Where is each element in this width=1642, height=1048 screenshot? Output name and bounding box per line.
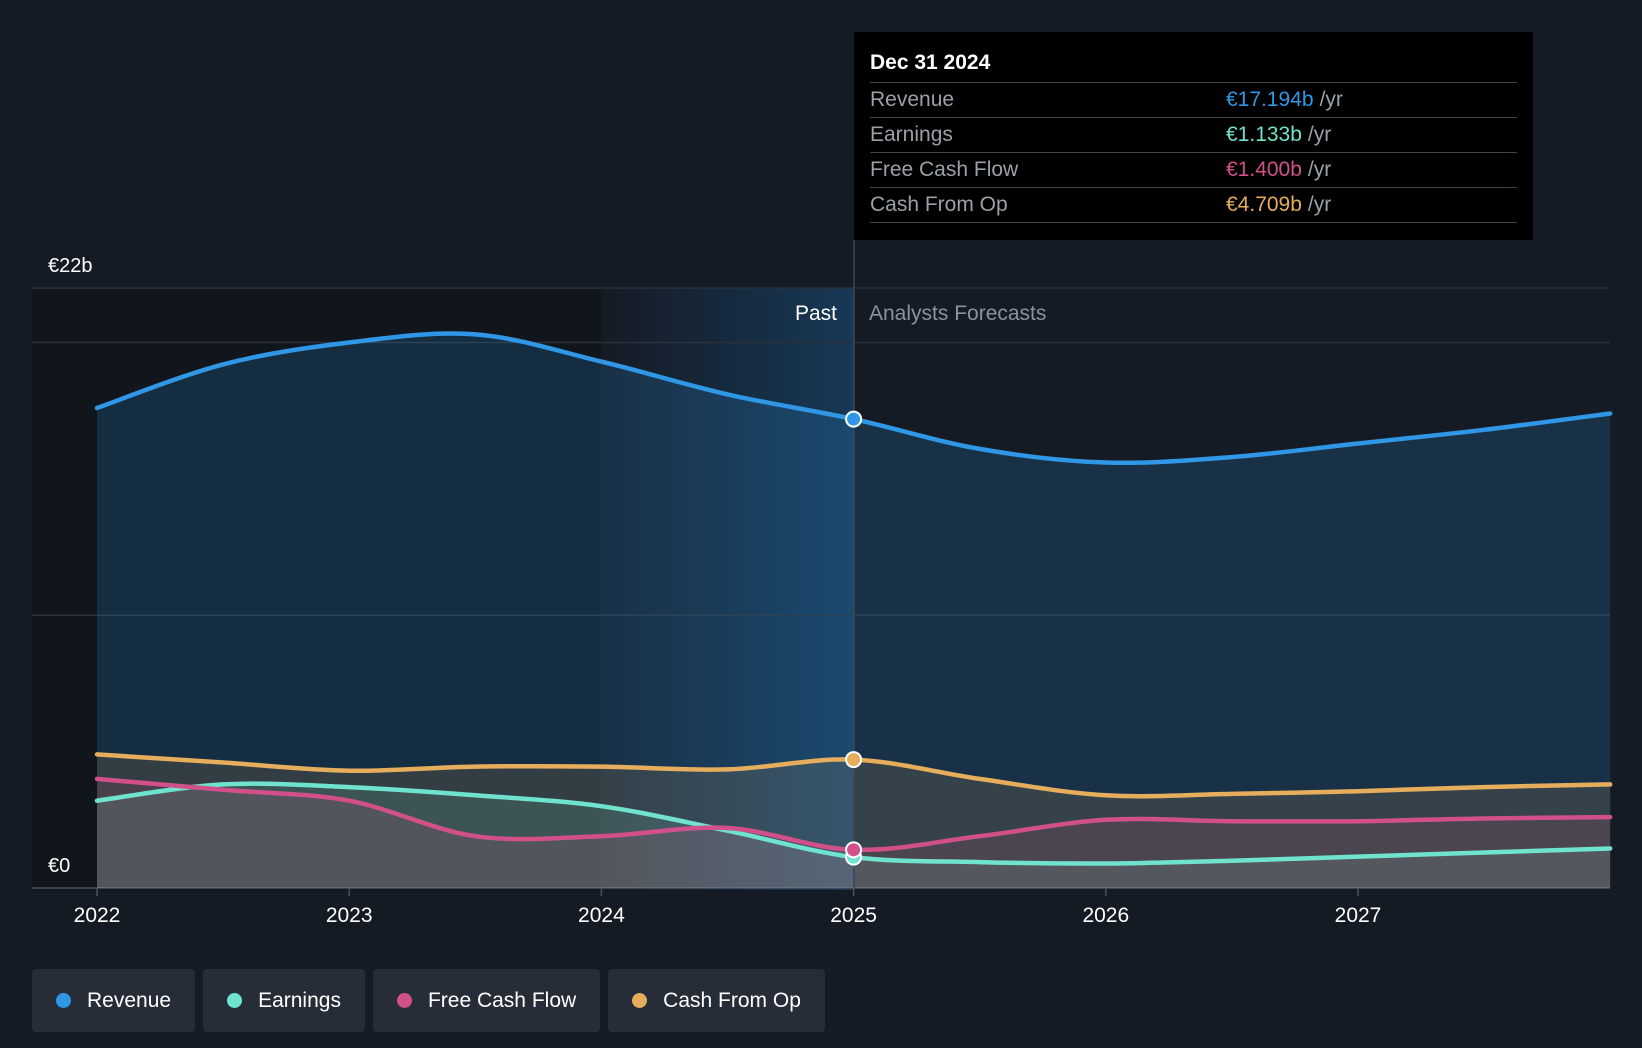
revenue-marker	[845, 410, 863, 428]
legend-item-free-cash-flow[interactable]: Free Cash Flow	[372, 969, 601, 1032]
tooltip-row-value: €1.133b	[1226, 123, 1302, 146]
legend-label: Earnings	[258, 988, 341, 1012]
tooltip-row-label: Free Cash Flow	[870, 158, 1019, 181]
tooltip-date: Dec 31 2024	[870, 51, 991, 74]
x-tick-label: 2024	[578, 904, 625, 927]
past-region-dark	[32, 288, 601, 890]
tooltip-row-unit: /yr	[1307, 158, 1332, 181]
tooltip-row-unit: /yr	[1307, 193, 1332, 216]
past-region-highlight	[601, 288, 854, 890]
tooltip-row-unit: /yr	[1319, 88, 1343, 111]
tooltip-row-label: Revenue	[870, 88, 955, 111]
legend-item-earnings[interactable]: Earnings	[203, 969, 365, 1032]
tooltip-row-value: €4.709b	[1226, 193, 1302, 216]
forecast-label: Analysts Forecasts	[869, 302, 1046, 325]
legend-dot-icon	[227, 993, 243, 1008]
legend-item-cash-from-op[interactable]: Cash From Op	[608, 969, 825, 1032]
free-cash-flow-marker	[845, 841, 863, 859]
tooltip-row-label: Cash From Op	[870, 193, 1008, 216]
tooltip-row: Free Cash Flow €1.400b/yr	[870, 152, 1517, 187]
tooltip-row: Earnings €1.133b/yr	[870, 117, 1517, 152]
y-axis-top-label: €22b	[48, 255, 93, 277]
x-tick-label: 2023	[326, 904, 373, 927]
legend-dot-icon	[56, 993, 71, 1008]
x-tick-label: 2025	[830, 904, 877, 927]
legend-dot-icon	[632, 993, 648, 1008]
cash-from-op-marker	[845, 751, 863, 769]
tooltip-row-label: Earnings	[870, 123, 953, 146]
tooltip-row-value: €17.194b	[1226, 88, 1314, 111]
legend-label: Revenue	[87, 988, 172, 1012]
legend-dot-icon	[396, 993, 412, 1008]
tooltip-panel: Dec 31 2024 Revenue €17.194b/yr Earnings €1…	[854, 32, 1533, 240]
legend-label: Cash From Op	[663, 988, 801, 1012]
tooltip-row: Cash From Op €4.709b/yr	[870, 187, 1517, 223]
tooltip-row: Revenue €17.194b/yr	[870, 82, 1517, 117]
tooltip-row-unit: /yr	[1307, 123, 1332, 146]
y-axis-bottom-label: €0	[48, 855, 70, 877]
x-tick-label: 2022	[74, 904, 121, 927]
x-tick-label: 2027	[1335, 904, 1382, 927]
x-tick-label: 2026	[1082, 904, 1129, 927]
legend: Revenue Earnings Free Cash Flow Cash From O…	[32, 969, 825, 1032]
past-label: Past	[795, 302, 837, 325]
legend-item-revenue[interactable]: Revenue	[32, 969, 196, 1032]
tooltip-row-value: €1.400b	[1226, 158, 1302, 181]
legend-label: Free Cash Flow	[427, 988, 577, 1012]
